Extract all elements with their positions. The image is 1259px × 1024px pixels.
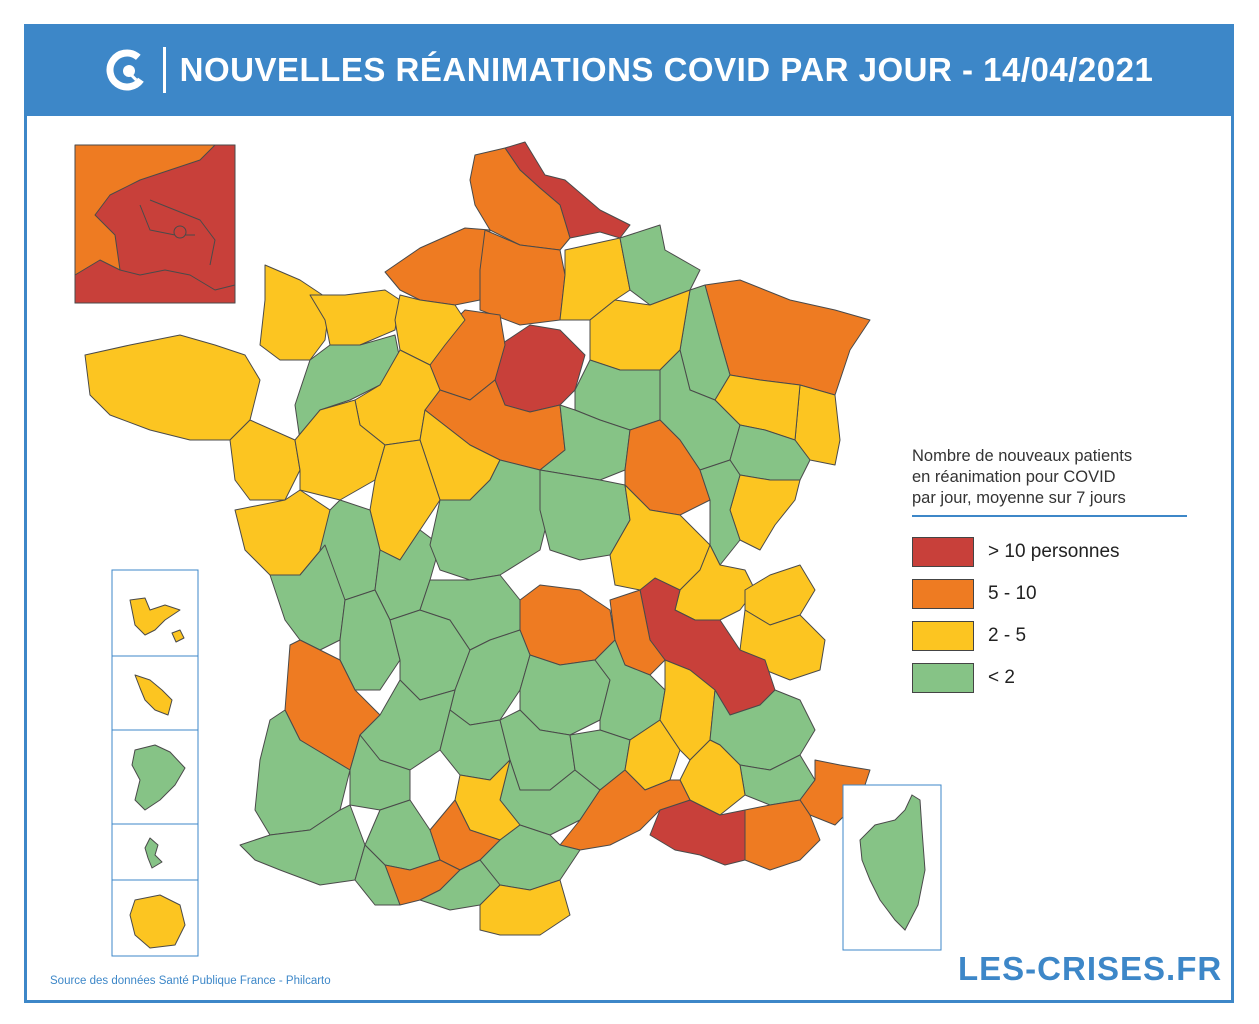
legend-item: < 2 [912,657,1192,699]
region-lot-et-garonne [349,734,411,811]
guyane-inset [131,744,186,811]
guadeloupe-small-island [171,629,185,643]
header-bar: NOUVELLES RÉANIMATIONS COVID PAR JOUR - … [24,24,1234,116]
region-creuse [419,574,521,651]
region-manche [259,264,331,361]
reunion-inset [129,894,186,949]
region-cote-dor [624,419,711,516]
header-separator [162,47,166,93]
region-var [744,799,821,871]
guadeloupe-inset [129,597,181,636]
legend-divider [912,515,1187,517]
region-alpes-maritimes [799,759,871,826]
crises-logo-icon [106,49,148,91]
legend-item: 2 - 5 [912,615,1192,657]
region-doubs [729,474,801,551]
region-allier [519,584,616,666]
legend-item: 5 - 10 [912,573,1192,615]
brand-logo[interactable]: LES-CRISES.FR [958,950,1223,987]
region-orne [394,294,466,366]
mayotte-inset [144,837,163,869]
region-loire-atlantique [229,419,301,501]
region-hautes-pyrenees [354,844,401,906]
legend-swatch-red [912,537,974,567]
map-title: NOUVELLES RÉANIMATIONS COVID PAR JOUR - … [179,51,1154,88]
region-yonne [539,404,631,481]
legend-label: < 2 [988,667,1015,688]
legend-label: 5 - 10 [988,583,1037,604]
region-charente [339,589,401,691]
legend-item: > 10 personnes [912,531,1192,573]
region-bouches-du-rhone-red [649,799,746,866]
region-jura [699,459,741,566]
legend: Nombre de nouveaux patients en réanimati… [912,446,1192,699]
legend-label: 2 - 5 [988,625,1027,646]
legend-swatch-yellow [912,621,974,651]
legend-title-line: par jour, moyenne sur 7 jours [912,489,1126,507]
region-ile-de-france-red [494,324,586,413]
region-ardennes [619,224,701,306]
region-ariege [419,859,501,911]
paris-inset [74,144,236,304]
region-calvados [309,289,401,346]
source-credit: Source des données Santé Publique France… [50,975,331,987]
legend-title: Nombre de nouveaux patients en réanimati… [912,446,1192,509]
legend-swatch-orange [912,579,974,609]
martinique-inset [134,674,173,716]
legend-title-line: en réanimation pour COVID [912,468,1116,486]
region-pas-de-calais [469,147,571,251]
corsica-inset [859,794,926,931]
legend-title-line: Nombre de nouveaux patients [912,447,1133,465]
region-pyrenees-orientales [479,879,571,936]
legend-swatch-green [912,663,974,693]
region-brittany [84,334,261,441]
legend-label: > 10 personnes [988,541,1120,562]
region-normandy [384,227,491,306]
paris-inset-red-zone [74,144,236,304]
region-puy-de-dome [519,654,611,736]
